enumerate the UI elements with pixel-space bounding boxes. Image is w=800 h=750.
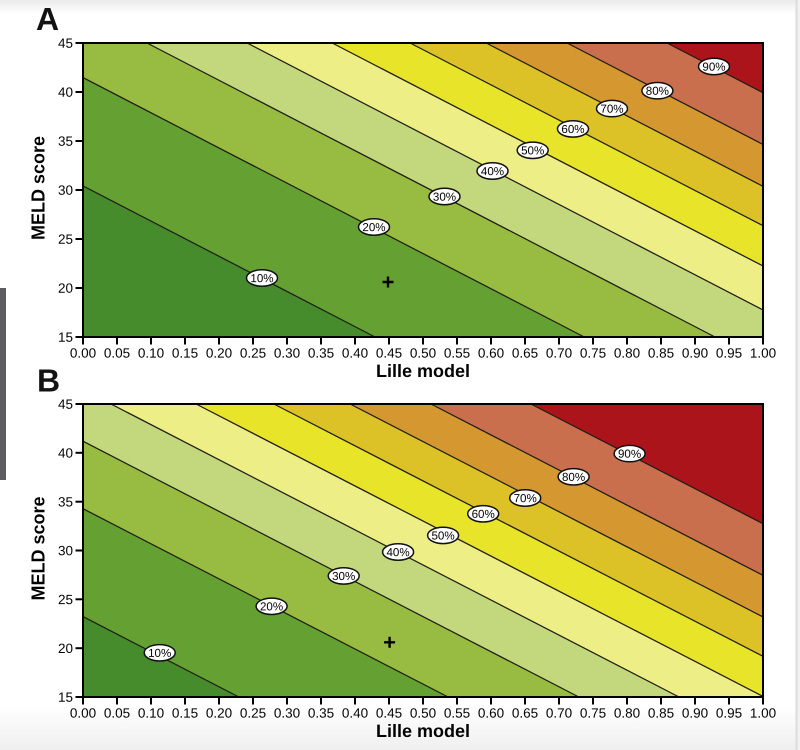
svg-text:10%: 10%: [250, 272, 273, 285]
svg-text:0.00: 0.00: [70, 706, 96, 721]
svg-text:0.05: 0.05: [104, 346, 130, 361]
svg-text:0.45: 0.45: [376, 706, 402, 721]
svg-text:Lille model: Lille model: [376, 361, 470, 381]
svg-text:0.90: 0.90: [682, 706, 708, 721]
svg-text:0.35: 0.35: [308, 346, 334, 361]
svg-text:0.55: 0.55: [444, 346, 470, 361]
svg-text:30: 30: [58, 183, 73, 198]
svg-text:10%: 10%: [148, 647, 171, 660]
svg-text:15: 15: [58, 690, 73, 705]
svg-text:0.70: 0.70: [546, 706, 572, 721]
svg-text:40: 40: [58, 85, 73, 100]
svg-text:35: 35: [58, 494, 73, 509]
svg-text:Lille model: Lille model: [376, 721, 470, 741]
svg-text:0.30: 0.30: [274, 346, 300, 361]
svg-text:90%: 90%: [618, 448, 641, 461]
svg-text:50%: 50%: [431, 529, 454, 542]
svg-text:30%: 30%: [433, 191, 456, 204]
svg-text:70%: 70%: [514, 492, 537, 505]
svg-text:0.80: 0.80: [614, 706, 640, 721]
svg-text:40: 40: [58, 446, 73, 461]
svg-text:MELD score: MELD score: [29, 136, 49, 240]
svg-text:40%: 40%: [386, 546, 409, 559]
svg-text:15: 15: [58, 330, 73, 345]
svg-text:20%: 20%: [260, 600, 283, 613]
svg-text:0.00: 0.00: [70, 346, 96, 361]
svg-text:0.40: 0.40: [342, 706, 368, 721]
svg-text:0.95: 0.95: [716, 706, 742, 721]
svg-text:1.00: 1.00: [750, 346, 776, 361]
svg-text:0.35: 0.35: [308, 706, 334, 721]
svg-text:0.85: 0.85: [648, 706, 674, 721]
svg-text:0.15: 0.15: [172, 706, 198, 721]
svg-text:0.90: 0.90: [682, 346, 708, 361]
svg-text:0.75: 0.75: [580, 346, 606, 361]
svg-text:0.60: 0.60: [478, 346, 504, 361]
svg-text:0.80: 0.80: [614, 346, 640, 361]
svg-text:60%: 60%: [561, 123, 584, 136]
svg-text:0.60: 0.60: [478, 706, 504, 721]
svg-text:80%: 80%: [562, 471, 585, 484]
svg-text:0.30: 0.30: [274, 706, 300, 721]
svg-text:0.05: 0.05: [104, 706, 130, 721]
svg-text:0.15: 0.15: [172, 346, 198, 361]
svg-text:20: 20: [58, 641, 73, 656]
svg-text:25: 25: [58, 232, 73, 247]
svg-text:50%: 50%: [521, 144, 544, 157]
svg-text:0.20: 0.20: [206, 706, 232, 721]
svg-text:40%: 40%: [481, 165, 504, 178]
svg-text:0.40: 0.40: [342, 346, 368, 361]
svg-text:45: 45: [58, 397, 73, 412]
svg-text:90%: 90%: [702, 61, 725, 74]
svg-text:20: 20: [58, 281, 73, 296]
svg-text:45: 45: [58, 36, 73, 51]
svg-text:0.45: 0.45: [376, 346, 402, 361]
svg-text:0.10: 0.10: [138, 706, 164, 721]
svg-text:A: A: [36, 1, 59, 37]
svg-text:MELD score: MELD score: [29, 496, 49, 600]
svg-text:1.00: 1.00: [750, 706, 776, 721]
svg-text:20%: 20%: [362, 221, 385, 234]
svg-text:30%: 30%: [332, 570, 355, 583]
svg-text:B: B: [37, 363, 60, 399]
svg-text:0.75: 0.75: [580, 706, 606, 721]
svg-text:0.25: 0.25: [240, 346, 266, 361]
svg-text:0.85: 0.85: [648, 346, 674, 361]
svg-text:0.25: 0.25: [240, 706, 266, 721]
svg-text:0.65: 0.65: [512, 706, 538, 721]
svg-text:35: 35: [58, 134, 73, 149]
svg-text:0.20: 0.20: [206, 346, 232, 361]
svg-text:80%: 80%: [646, 85, 669, 98]
svg-text:0.50: 0.50: [410, 346, 436, 361]
svg-text:60%: 60%: [472, 508, 495, 521]
svg-text:70%: 70%: [600, 103, 623, 116]
svg-text:0.55: 0.55: [444, 706, 470, 721]
svg-text:0.50: 0.50: [410, 706, 436, 721]
svg-text:0.65: 0.65: [512, 346, 538, 361]
svg-text:0.70: 0.70: [546, 346, 572, 361]
svg-text:25: 25: [58, 592, 73, 607]
svg-text:0.10: 0.10: [138, 346, 164, 361]
svg-text:0.95: 0.95: [716, 346, 742, 361]
svg-text:30: 30: [58, 543, 73, 558]
